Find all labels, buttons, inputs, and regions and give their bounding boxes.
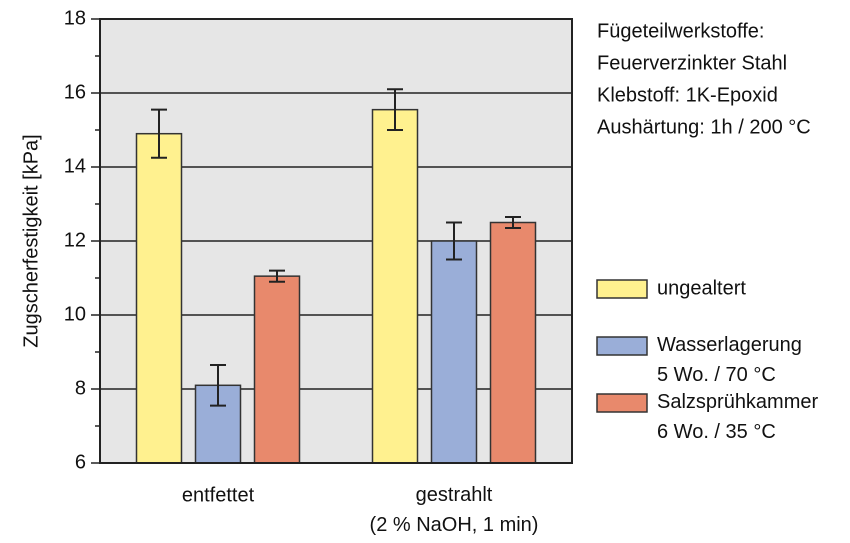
plot-frame xyxy=(99,18,573,464)
bar xyxy=(489,221,537,464)
y-tick-label: 6 xyxy=(75,451,86,473)
bar xyxy=(371,108,419,464)
legend-label: ungealtert xyxy=(657,277,746,299)
legend-label: Wasserlagerung 5 Wo. / 70 °C xyxy=(657,334,802,386)
legend-label: Salzsprühkammer 6 Wo. / 35 °C xyxy=(657,391,819,443)
x-tick-label: entfettet xyxy=(182,484,255,506)
error-bar xyxy=(269,269,285,283)
error-bar xyxy=(387,88,403,131)
annotation: Feuerverzinkter Stahl xyxy=(597,52,787,74)
y-tick-label: 12 xyxy=(64,229,86,251)
annotation: Klebstoff: 1K-Epoxid xyxy=(597,84,778,106)
legend-swatch xyxy=(596,336,648,356)
y-tick-label: 18 xyxy=(64,7,86,29)
annotation: Fügeteilwerkstoffe: xyxy=(597,20,765,42)
legend-swatch xyxy=(596,279,648,299)
error-bar xyxy=(210,363,226,407)
y-tick-label: 16 xyxy=(64,81,86,103)
y-tick-label: 8 xyxy=(75,377,86,399)
y-axis-label: Zugscherfestigkeit [kPa] xyxy=(20,134,42,347)
bar xyxy=(253,275,301,464)
annotation: Aushärtung: 1h / 200 °C xyxy=(597,116,811,138)
error-bar xyxy=(446,221,462,261)
error-bar xyxy=(151,108,167,159)
y-tick-label: 14 xyxy=(64,155,86,177)
error-bar xyxy=(505,215,521,230)
x-tick-label: gestrahlt (2 % NaOH, 1 min) xyxy=(370,484,539,536)
bar xyxy=(430,240,478,464)
bar xyxy=(135,132,183,464)
legend-swatch xyxy=(596,393,648,413)
y-tick-label: 10 xyxy=(64,303,86,325)
